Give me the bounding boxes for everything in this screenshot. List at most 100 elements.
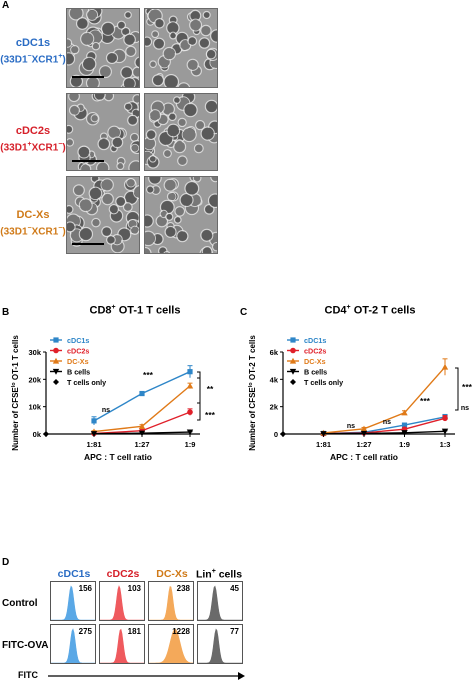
y-axis-label: Number of CFSElo OT-1 T cells: [11, 335, 20, 451]
data-point-triangle: [289, 357, 297, 364]
cell-halo: [116, 20, 126, 30]
cell-halo: [134, 56, 139, 69]
cell-body: [100, 66, 111, 77]
histogram-curve: [100, 628, 144, 663]
cell-body: [178, 83, 189, 87]
cell-body: [165, 252, 169, 253]
significance-label: ns: [461, 405, 469, 412]
series-cdc1s: [91, 365, 193, 425]
cell-halo: [72, 184, 85, 197]
cell-body: [149, 177, 161, 184]
data-point-diamond: [53, 379, 59, 385]
y-tick-label: 4k: [270, 375, 279, 384]
cell-body: [164, 179, 176, 191]
series-line: [323, 366, 446, 434]
cell-halo: [86, 9, 99, 21]
cell-halo: [67, 124, 74, 134]
histogram-peak: [149, 586, 193, 620]
cell-halo: [67, 52, 76, 66]
data-point-square: [91, 418, 97, 424]
cell-halo: [78, 198, 93, 213]
legend-label: T cells only: [304, 378, 343, 387]
cell-halo: [130, 143, 139, 153]
cell-halo: [91, 217, 101, 228]
cell-body: [150, 61, 156, 67]
cell-halo: [205, 48, 217, 60]
cell-body: [121, 67, 132, 78]
legend-label: cDC2s: [67, 346, 89, 355]
micrograph-cdc1s-right: [144, 8, 218, 88]
cell-body: [153, 75, 163, 86]
legend-entry: B cells: [50, 367, 90, 376]
cell-body: [131, 145, 138, 152]
micrograph-texture: [145, 9, 217, 87]
cell-body: [67, 222, 75, 232]
micrograph-texture: [145, 177, 217, 253]
cell-body: [156, 216, 167, 227]
data-point-triangle: [401, 409, 408, 416]
cell-halo: [98, 65, 112, 79]
cell-halo: [151, 30, 160, 39]
cell-body: [89, 187, 101, 199]
cell-halo: [168, 112, 177, 122]
cell-body: [134, 186, 139, 198]
x-tick-label: 1:27: [134, 440, 149, 449]
cell-body: [92, 43, 99, 50]
cell-halo: [207, 193, 217, 209]
cell-body: [188, 37, 196, 45]
cell-body: [155, 19, 164, 28]
cell-body: [201, 127, 214, 140]
x-tick-label: 1:27: [356, 440, 371, 449]
cell-body: [67, 139, 73, 146]
y-tick-label: 0: [274, 430, 278, 439]
histogram-curve: [198, 585, 242, 620]
cell-halo: [145, 214, 154, 228]
cell-halo: [68, 9, 84, 21]
cell-body: [69, 94, 79, 101]
data-point-triangle-down: [52, 368, 60, 375]
cell-halo: [91, 41, 101, 51]
y-tick-label: 30k: [28, 348, 41, 357]
cell-body: [108, 126, 120, 138]
panel-c-letter: C: [240, 307, 248, 318]
cell-body: [160, 211, 167, 217]
data-point-triangle: [360, 425, 368, 432]
cell-body: [177, 231, 188, 241]
hist-col-cdc2s: cDC2s: [106, 568, 140, 580]
cell-halo: [177, 155, 188, 167]
legend-entry: cDC1s: [50, 336, 89, 345]
legend-entry: DC-Xs: [50, 357, 89, 366]
cell-body: [169, 113, 176, 120]
cell-halo: [77, 145, 91, 159]
data-point-triangle-down: [138, 430, 146, 437]
y-tick-label: 2k: [270, 403, 279, 412]
cell-body: [122, 28, 130, 35]
cell-body: [67, 126, 72, 133]
cell-body: [112, 137, 122, 147]
cell-halo: [187, 36, 198, 46]
cell-halo: [123, 33, 136, 46]
cell-body: [145, 137, 155, 149]
histogram-peak: [100, 585, 144, 620]
data-point-square: [53, 337, 59, 343]
cell-body: [211, 30, 217, 42]
cell-halo: [173, 140, 187, 154]
series-b-cells: [90, 429, 194, 437]
cell-halo: [162, 46, 177, 61]
cell-halo: [97, 137, 111, 151]
cell-halo: [152, 37, 166, 50]
cell-body: [70, 106, 79, 115]
cell-halo: [200, 24, 212, 37]
panel-d-letter: D: [2, 557, 10, 568]
cell-halo: [86, 112, 100, 126]
hist-row-fitc-ova: FITC-OVA: [2, 640, 49, 651]
cell-body: [165, 227, 176, 237]
panel-b-letter: B: [2, 307, 10, 318]
data-point-circle: [53, 347, 59, 354]
legend-label: B cells: [304, 367, 327, 376]
cell-body: [178, 119, 186, 126]
legend-label: DC-Xs: [67, 357, 89, 366]
cell-halo: [148, 154, 157, 163]
data-point-square: [139, 390, 145, 397]
cell-body: [180, 40, 190, 50]
